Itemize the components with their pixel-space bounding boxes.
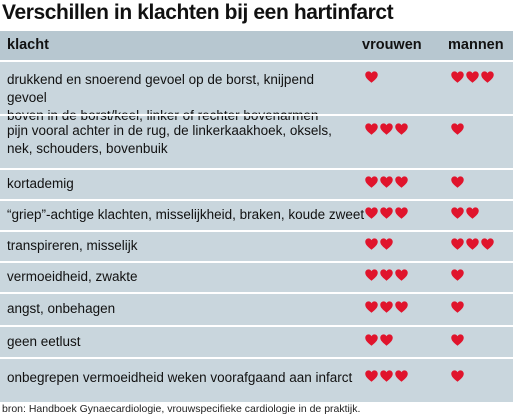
table-row: angst, onbehagen xyxy=(0,292,513,325)
heart-icon xyxy=(380,301,393,313)
heart-icon xyxy=(481,71,494,83)
heart-icon xyxy=(451,207,464,219)
heart-icon xyxy=(451,123,464,135)
symptoms-table: klacht vrouwen mannen drukkend en snoere… xyxy=(0,31,513,402)
table-row: kortademig xyxy=(0,168,513,199)
heart-icon xyxy=(380,238,393,250)
row-label-line: transpireren, misselijk xyxy=(7,238,138,253)
mannen-hearts xyxy=(451,176,464,188)
mannen-hearts xyxy=(451,207,479,219)
heart-icon xyxy=(365,71,378,83)
heart-icon xyxy=(380,176,393,188)
row-label: onbegrepen vermoeidheid weken voorafgaan… xyxy=(7,369,367,387)
table-row: onbegrepen vermoeidheid weken voorafgaan… xyxy=(0,357,513,402)
header-vrouwen: vrouwen xyxy=(362,37,422,53)
table-row: drukkend en snoerend gevoel op de borst,… xyxy=(0,60,513,123)
heart-icon xyxy=(451,370,464,382)
heart-icon xyxy=(365,238,378,250)
row-label: “griep”-achtige klachten, misselijkheid,… xyxy=(7,206,367,224)
mannen-hearts xyxy=(451,370,464,382)
heart-icon xyxy=(481,238,494,250)
row-label-line: pijn vooral achter in de rug, de linkerk… xyxy=(7,123,332,138)
mannen-hearts xyxy=(451,71,494,83)
row-label: vermoeidheid, zwakte xyxy=(7,268,357,286)
source-note: bron: Handboek Gynaecardiologie, vrouwsp… xyxy=(2,403,361,415)
heart-icon xyxy=(451,269,464,281)
table-header: klacht vrouwen mannen xyxy=(0,31,513,60)
heart-icon xyxy=(380,334,393,346)
heart-icon xyxy=(365,370,378,382)
heart-icon xyxy=(451,71,464,83)
heart-icon xyxy=(365,301,378,313)
heart-icon xyxy=(365,207,378,219)
table-row: pijn vooral achter in de rug, de linkerk… xyxy=(0,114,513,168)
row-label-line: angst, onbehagen xyxy=(7,301,116,316)
mannen-hearts xyxy=(451,238,494,250)
header-klacht: klacht xyxy=(7,37,49,53)
row-label-line: vermoeidheid, zwakte xyxy=(7,269,138,284)
heart-icon xyxy=(395,207,408,219)
heart-icon xyxy=(380,123,393,135)
heart-icon xyxy=(395,176,408,188)
row-label-line: nek, schouders, bovenbuik xyxy=(7,141,168,156)
row-label: geen eetlust xyxy=(7,333,357,351)
mannen-hearts xyxy=(451,269,464,281)
heart-icon xyxy=(451,238,464,250)
mannen-hearts xyxy=(451,123,464,135)
table-row: geen eetlust xyxy=(0,325,513,357)
heart-icon xyxy=(395,269,408,281)
row-label-line: onbegrepen vermoeidheid weken voorafgaan… xyxy=(7,370,353,385)
table-row: “griep”-achtige klachten, misselijkheid,… xyxy=(0,199,513,230)
vrouwen-hearts xyxy=(365,269,408,281)
vrouwen-hearts xyxy=(365,370,408,382)
heart-icon xyxy=(395,123,408,135)
heart-icon xyxy=(395,370,408,382)
vrouwen-hearts xyxy=(365,238,393,250)
heart-icon xyxy=(466,71,479,83)
heart-icon xyxy=(380,370,393,382)
heart-icon xyxy=(451,301,464,313)
heart-icon xyxy=(466,238,479,250)
row-label-line: drukkend en snoerend gevoel op de borst,… xyxy=(7,72,314,105)
mannen-hearts xyxy=(451,301,464,313)
heart-icon xyxy=(451,334,464,346)
heart-icon xyxy=(365,123,378,135)
heart-icon xyxy=(365,269,378,281)
mannen-hearts xyxy=(451,334,464,346)
row-label-line: geen eetlust xyxy=(7,334,81,349)
heart-icon xyxy=(466,207,479,219)
table-row: vermoeidheid, zwakte xyxy=(0,261,513,292)
row-label-line: “griep”-achtige klachten, misselijkheid,… xyxy=(7,207,365,222)
heart-icon xyxy=(380,269,393,281)
row-label: transpireren, misselijk xyxy=(7,237,357,255)
vrouwen-hearts xyxy=(365,207,408,219)
vrouwen-hearts xyxy=(365,334,393,346)
heart-icon xyxy=(451,176,464,188)
vrouwen-hearts xyxy=(365,301,408,313)
heart-icon xyxy=(365,176,378,188)
row-label-line: kortademig xyxy=(7,176,74,191)
vrouwen-hearts xyxy=(365,123,408,135)
heart-icon xyxy=(395,301,408,313)
vrouwen-hearts xyxy=(365,176,408,188)
page-title: Verschillen in klachten bij een hartinfa… xyxy=(2,1,394,24)
row-label: pijn vooral achter in de rug, de linkerk… xyxy=(7,122,357,158)
header-mannen: mannen xyxy=(448,37,504,53)
vrouwen-hearts xyxy=(365,71,378,83)
row-label: kortademig xyxy=(7,175,357,193)
table-row: transpireren, misselijk xyxy=(0,230,513,261)
heart-icon xyxy=(365,334,378,346)
row-label: angst, onbehagen xyxy=(7,300,357,318)
heart-icon xyxy=(380,207,393,219)
